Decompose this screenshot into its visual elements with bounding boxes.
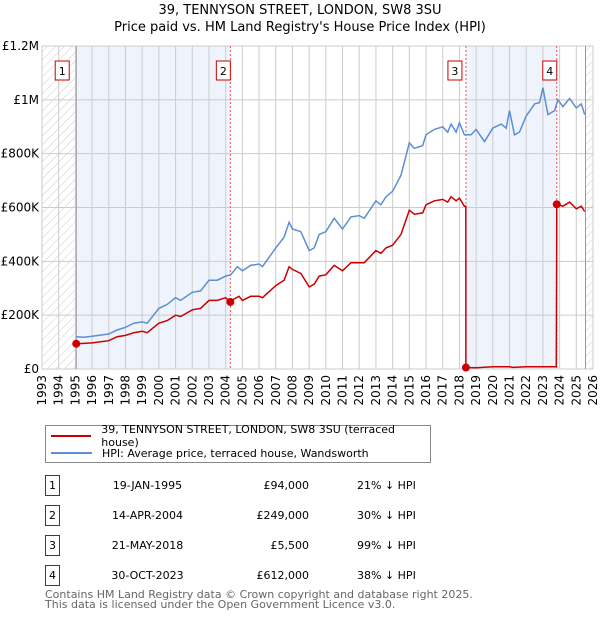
transaction-row: 1 19-JAN-1995 £94,000 21% ↓ HPI [45,475,445,497]
series-line-hpi [76,87,586,338]
sale-date: 14-APR-2004 [111,509,184,522]
plot-border [41,45,594,370]
sale-marker-box [54,60,70,81]
sale-marker-box [447,60,463,81]
y-tick-label: £600K [1,201,41,215]
sale-marker-box [542,60,558,81]
x-tick-label: 2008 [285,375,299,406]
x-tick-label: 2012 [352,375,366,406]
sale-marker-label: 4 [546,65,553,78]
x-tick-label: 1999 [135,375,149,406]
x-tick-label: 1998 [118,375,132,406]
x-tick-label: 2007 [269,375,283,406]
sale-marker-box [215,60,231,81]
x-tick-label: 2023 [536,375,550,406]
x-tick-label: 2024 [553,375,567,406]
x-tick-label: 2017 [436,375,450,406]
x-tick-label: 2000 [152,375,166,406]
x-tick-label: 2014 [386,375,400,406]
x-tick-label: 2025 [569,375,583,406]
x-tick-label: 2002 [185,375,199,406]
x-tick-label: 1995 [68,375,82,406]
chart-subtitle: Price paid vs. HM Land Registry's House … [114,20,486,35]
sale-price: £5,500 [270,539,310,552]
chart-title: 39, TENNYSON STREET, LONDON, SW8 3SU [158,3,442,18]
sale-date: 21-MAY-2018 [111,539,184,552]
x-tick-label: 1997 [102,375,116,406]
sale-point [552,200,561,209]
sale-point [461,363,470,372]
hpi-difference: 99% ↓ HPI [357,539,416,552]
sale-price: £612,000 [256,569,310,582]
sale-date: 19-JAN-1995 [112,479,183,492]
transaction-row: 4 30-OCT-2023 £612,000 38% ↓ HPI [45,565,445,587]
marker-number: 4 [45,565,60,586]
x-tick-label: 2011 [336,375,350,406]
transaction-row: 3 21-MAY-2018 £5,500 99% ↓ HPI [45,535,445,557]
hpi-difference: 38% ↓ HPI [357,569,416,582]
transaction-row: 2 14-APR-2004 £249,000 30% ↓ HPI [45,505,445,527]
x-tick-label: 2022 [519,375,533,406]
y-tick-label: £1.2M [2,39,39,53]
x-tick-label: 2006 [252,375,266,406]
x-tick-label: 2003 [202,375,216,406]
x-tick-label: 1993 [35,375,49,406]
marker-number: 1 [45,475,60,496]
series-line-property [76,195,586,369]
x-tick-label: 2015 [402,375,416,406]
y-tick-label: £400K [1,254,41,268]
x-tick-label: 2021 [503,375,517,406]
legend-item-property: 39, TENNYSON STREET, LONDON, SW8 3SU (te… [51,423,430,449]
x-tick-label: 2005 [235,375,249,406]
sale-marker-label: 2 [220,65,227,78]
y-tick-label: £0 [24,362,39,376]
sale-point [72,339,81,348]
x-tick-label: 2001 [169,375,183,406]
red-line-swatch [51,435,92,437]
y-tick-label: £200K [1,308,41,322]
x-tick-label: 2016 [419,375,433,406]
x-tick-label: 2020 [486,375,500,406]
y-tick-label: £1M [13,93,39,107]
sale-point [226,297,235,306]
sale-price: £94,000 [263,479,310,492]
footer-copyright: Contains HM Land Registry data © Crown c… [45,588,473,601]
blue-line-swatch [51,452,92,454]
hpi-difference: 30% ↓ HPI [357,509,416,522]
price-chart: 1993 1994 1995 1996 1997 1998 1999 2000 2001 2002… [1,39,600,406]
sale-marker-label: 1 [59,65,66,78]
legend-label: HPI: Average price, terraced house, Wand… [102,446,369,460]
legend-item-hpi: HPI: Average price, terraced house, Wand… [51,445,369,461]
marker-number: 3 [45,535,60,556]
footer-licence: This data is licensed under the Open Gov… [45,598,396,611]
x-tick-label: 2013 [369,375,383,406]
legend-label: 39, TENNYSON STREET, LONDON, SW8 3SU (te… [101,423,396,449]
x-tick-label: 2010 [319,375,333,406]
x-tick-label: 2019 [469,375,483,406]
x-tick-label: 2009 [302,375,316,406]
x-tick-label: 2026 [586,375,600,406]
hpi-difference: 21% ↓ HPI [357,479,416,492]
sale-price: £249,000 [256,509,310,522]
x-tick-label: 2018 [452,375,466,406]
y-tick-label: £800K [1,147,41,161]
marker-number: 2 [45,505,60,526]
x-tick-label: 2004 [219,375,233,406]
sale-marker-label: 3 [451,65,458,78]
legend: 39, TENNYSON STREET, LONDON, SW8 3SU (te… [45,423,431,463]
sale-date: 30-OCT-2023 [111,569,184,582]
x-tick-label: 1996 [85,375,99,406]
x-tick-label: 1994 [52,375,66,406]
